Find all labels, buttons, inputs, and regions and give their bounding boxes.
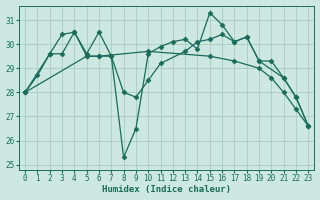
X-axis label: Humidex (Indice chaleur): Humidex (Indice chaleur) (102, 185, 231, 194)
